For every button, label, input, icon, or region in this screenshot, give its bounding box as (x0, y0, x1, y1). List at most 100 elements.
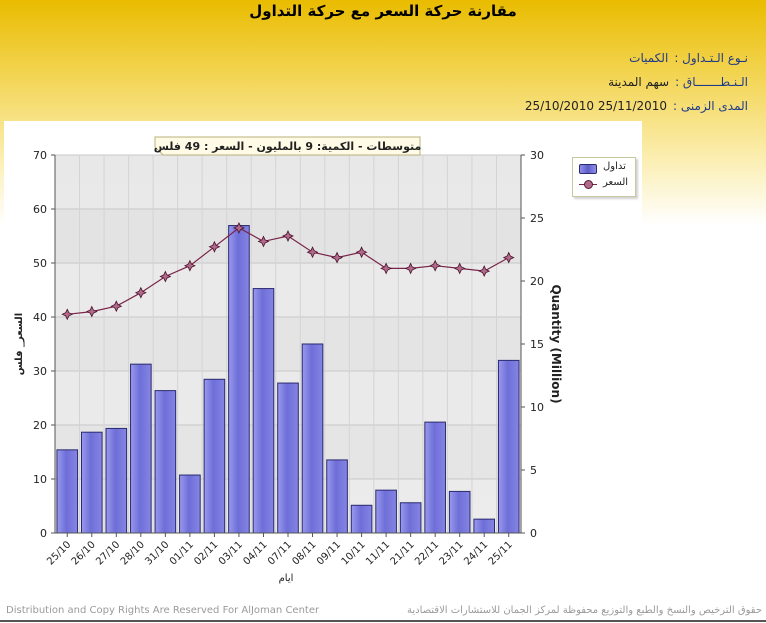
volume-bar (350, 504, 373, 534)
info-scope: الـنـطـــــــاق : سهم المدينة (608, 75, 748, 89)
price-marker (159, 270, 172, 283)
price-marker (306, 246, 319, 259)
price-marker (502, 251, 515, 264)
footer-copyright-ar: حقوق الترخيص والنسخ والطبع والتوزيع محفو… (406, 605, 762, 616)
y-right-tick-label: 5 (530, 464, 537, 477)
price-marker (183, 259, 196, 272)
info-date-range-label: المدى الزمنى : (673, 99, 748, 113)
x-tick-label: 25/11 (487, 539, 515, 567)
y-left-tick-label: 50 (33, 257, 47, 270)
price-marker (110, 300, 123, 313)
grid-band (55, 263, 521, 317)
x-tick-label: 25/10 (45, 539, 73, 567)
info-date-range-value: 25/11/2010 25/10/2010 (524, 99, 668, 113)
volume-bar (399, 502, 422, 534)
volume-bar (154, 390, 177, 534)
y-left-tick-label: 60 (33, 203, 47, 216)
info-date-range: المدى الزمنى : 25/11/2010 25/10/2010 (525, 99, 748, 113)
y-left-tick-label: 40 (33, 311, 47, 324)
info-trade-type-label: نـوع الـتـداول : (674, 51, 748, 65)
y-right-tick-label: 20 (530, 275, 544, 288)
x-tick-label: 28/10 (119, 539, 147, 567)
info-scope-value: سهم المدينة (608, 75, 670, 89)
info-trade-type: نـوع الـتـداول : الكميات (629, 51, 748, 65)
grid-band (55, 155, 521, 209)
y-right-tick-label: 0 (530, 527, 537, 540)
price-marker (257, 235, 270, 248)
volume-bar (130, 363, 152, 534)
x-tick-label: 03/11 (217, 539, 245, 567)
volume-bar (424, 421, 446, 534)
x-tick-label: 24/11 (462, 539, 490, 567)
x-tick-label: 02/11 (192, 539, 220, 567)
price-marker (429, 259, 442, 272)
y-right-tick-label: 25 (530, 212, 544, 225)
x-tick-label: 04/11 (241, 539, 269, 567)
y-left-tick-label: 30 (33, 365, 47, 378)
volume-bar (252, 288, 275, 534)
x-tick-label: 31/10 (143, 539, 171, 567)
averages-annotation-text: متوسطات - الكمية: 9 بالمليون - السعر : 4… (154, 140, 422, 153)
y-left-tick-label: 70 (33, 149, 47, 162)
y-right-tick-label: 10 (530, 401, 544, 414)
price-marker (331, 251, 343, 264)
legend-item-volume: تداول (579, 161, 633, 175)
x-axis-title: ايام (279, 573, 294, 584)
x-tick-label: 22/11 (413, 539, 441, 567)
price-marker (478, 265, 491, 278)
x-tick-label: 26/10 (70, 539, 98, 567)
y-left-axis-title: السعر_ فلس (14, 313, 25, 375)
volume-bar (375, 489, 397, 534)
info-trade-type-value: الكميات (629, 51, 669, 65)
y-right-axis-title: Quantity (Million) (549, 284, 563, 403)
x-tick-label: 08/11 (290, 539, 318, 567)
y-left-tick-label: 0 (40, 527, 47, 540)
volume-bar (203, 378, 226, 534)
chart-legend: تداول السعر (572, 157, 636, 197)
y-right-tick-label: 30 (530, 149, 544, 162)
price-marker (85, 305, 98, 318)
legend-item-price: السعر (579, 177, 633, 191)
price-marker (208, 240, 221, 253)
volume-bar (277, 382, 299, 534)
price-marker (134, 286, 147, 299)
price-marker (233, 221, 245, 234)
legend-bar-swatch (579, 164, 597, 174)
volume-bar (448, 490, 471, 534)
volume-bar (179, 474, 201, 534)
x-tick-label: 11/11 (364, 539, 392, 567)
price-marker (61, 308, 74, 321)
y-right-tick-label: 15 (530, 338, 544, 351)
volume-bar (56, 449, 79, 534)
footer-divider (0, 620, 766, 622)
info-scope-label: الـنـطـــــــاق : (675, 75, 748, 89)
averages-annotation-box (154, 136, 421, 156)
page-title: مقارنة حركة السعر مع حركة التداول (249, 2, 517, 20)
price-marker (404, 262, 417, 275)
price-marker (355, 246, 368, 259)
volume-bar (105, 427, 128, 534)
x-tick-label: 09/11 (315, 539, 343, 567)
price-marker (380, 262, 393, 275)
volume-bar (301, 343, 324, 534)
price-marker (282, 230, 294, 242)
price-marker (453, 262, 466, 275)
volume-bar (80, 431, 103, 534)
y-left-tick-label: 20 (33, 419, 47, 432)
x-tick-label: 21/11 (389, 539, 417, 567)
volume-bar (473, 518, 496, 534)
volume-bar (497, 359, 520, 534)
legend-marker-icon (584, 180, 593, 189)
volume-bar (228, 225, 250, 534)
y-left-tick-label: 10 (33, 473, 47, 486)
x-tick-label: 27/10 (94, 539, 122, 567)
x-tick-label: 07/11 (266, 539, 294, 567)
legend-price-label: السعر (603, 177, 629, 188)
legend-volume-label: تداول (603, 161, 626, 172)
footer-copyright-en: Distribution and Copy Rights Are Reserve… (6, 605, 320, 616)
grid-band (55, 317, 521, 371)
volume-bar (326, 459, 348, 534)
x-tick-label: 01/11 (168, 539, 196, 567)
x-tick-label: 10/11 (340, 539, 368, 567)
